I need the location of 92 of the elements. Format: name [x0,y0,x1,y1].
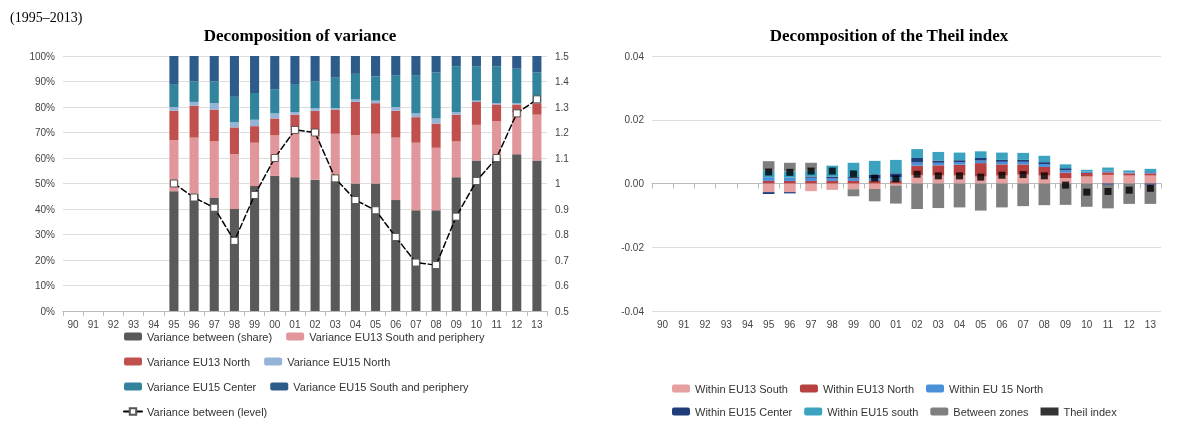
x-tick-label: 11 [1102,318,1114,330]
y-tick-label: 0.04 [624,50,645,62]
x-tick-label: 97 [208,318,221,330]
legend-label: Variance between (level) [147,405,268,418]
y-tick-label: 0.00 [624,178,645,189]
x-tick-label: 11 [491,318,503,330]
y-tick-label: 80% [34,101,56,113]
y-tick-label: 70% [34,127,56,138]
x-tick-label: 04 [953,318,966,330]
x-tick-label: 98 [228,318,241,330]
y-tick-label: 0.02 [624,114,645,126]
x-tick-label: 10 [1081,318,1093,330]
x-tick-label: 96 [188,318,201,330]
y-tick-label: 0% [40,305,56,317]
legend-label: Variance EU15 South and periphery [293,380,470,393]
y2-tick-label: 1.5 [555,50,570,62]
x-tick-label: 13 [1144,318,1157,330]
x-tick-label: 92 [107,318,120,330]
legend-label: Between zones [953,405,1030,418]
legend-label: Variance between (share) [147,330,273,343]
x-tick-label: 03 [329,318,342,330]
y2-tick-label: 1 [555,178,561,189]
y-tick-label: 100% [29,50,56,62]
y-tick-label: -0.04 [621,305,645,317]
x-tick-label: 09 [450,318,463,330]
x-tick-label: 90 [67,318,80,330]
x-tick-label: 98 [826,318,839,330]
x-tick-label: 07 [410,318,422,330]
y2-tick-label: 1.3 [555,101,570,113]
y2-tick-label: 1.2 [555,127,570,138]
x-tick-label: 92 [699,318,712,330]
y-tick-label: 40% [34,203,56,215]
y-tick-label: 20% [34,254,56,266]
legend-label: Theil index [1063,405,1118,418]
x-tick-label: 00 [869,318,881,330]
x-tick-label: 94 [741,318,754,330]
x-tick-label: 91 [87,318,100,330]
x-tick-label: 08 [1038,318,1051,330]
y2-tick-label: 0.5 [555,305,570,317]
y2-tick-label: 1.4 [555,76,570,87]
x-tick-label: 93 [128,318,140,330]
x-tick-label: 93 [720,318,733,330]
legend-label: Variance EU15 Center [147,380,257,393]
x-tick-label: 91 [678,318,690,330]
x-tick-label: 02 [309,318,322,330]
x-tick-label: 07 [1017,318,1030,330]
x-tick-label: 05 [370,318,382,330]
chart-title: Decomposition of the Theil index [769,26,1009,45]
x-tick-label: 02 [911,318,924,330]
x-tick-label: 95 [763,318,775,330]
x-tick-label: 90 [657,318,669,330]
y2-tick-label: 0.7 [555,254,570,266]
x-tick-label: 04 [349,318,362,330]
y-tick-label: 50% [34,178,56,189]
x-tick-label: 08 [430,318,443,330]
x-tick-label: 95 [168,318,180,330]
legend-label: Within EU 15 North [949,382,1044,395]
x-tick-label: 06 [996,318,1008,330]
x-tick-label: 09 [1060,318,1072,330]
y-tick-label: 30% [34,229,56,240]
x-tick-label: 13 [531,318,543,330]
x-tick-label: 99 [249,318,261,330]
legend-label: Variance EU13 North [147,355,251,368]
y-tick-label: -0.02 [621,241,645,253]
x-tick-label: 06 [390,318,402,330]
x-tick-label: 01 [890,318,902,330]
legend-label: Within EU13 North [822,382,915,395]
y2-tick-label: 0.6 [555,280,570,291]
x-tick-label: 00 [269,318,281,330]
y-tick-label: 60% [34,152,56,164]
chart-title: Decomposition of variance [203,26,397,45]
x-tick-label: 12 [511,318,523,330]
x-tick-label: 96 [784,318,796,330]
x-tick-label: 01 [289,318,301,330]
legend-label: Variance EU13 South and periphery [309,330,485,343]
y-tick-label: 10% [34,280,56,291]
text: (1995–2013) [10,9,83,26]
y2-tick-label: 0.9 [555,203,570,215]
legend-label: Variance EU15 North [287,355,391,368]
y2-tick-label: 0.8 [555,229,570,240]
y2-tick-label: 1.1 [555,152,570,164]
x-tick-label: 94 [148,318,160,330]
x-tick-label: 05 [975,318,987,330]
x-tick-label: 12 [1123,318,1136,330]
x-tick-label: 03 [932,318,945,330]
x-tick-label: 10 [470,318,483,330]
legend-label: Within EU15 south [827,405,919,418]
x-tick-label: 99 [847,318,860,330]
x-tick-label: 97 [805,318,818,330]
legend-label: Within EU15 Center [695,405,793,418]
legend-label: Within EU13 South [695,382,788,395]
y-tick-label: 90% [34,76,56,87]
